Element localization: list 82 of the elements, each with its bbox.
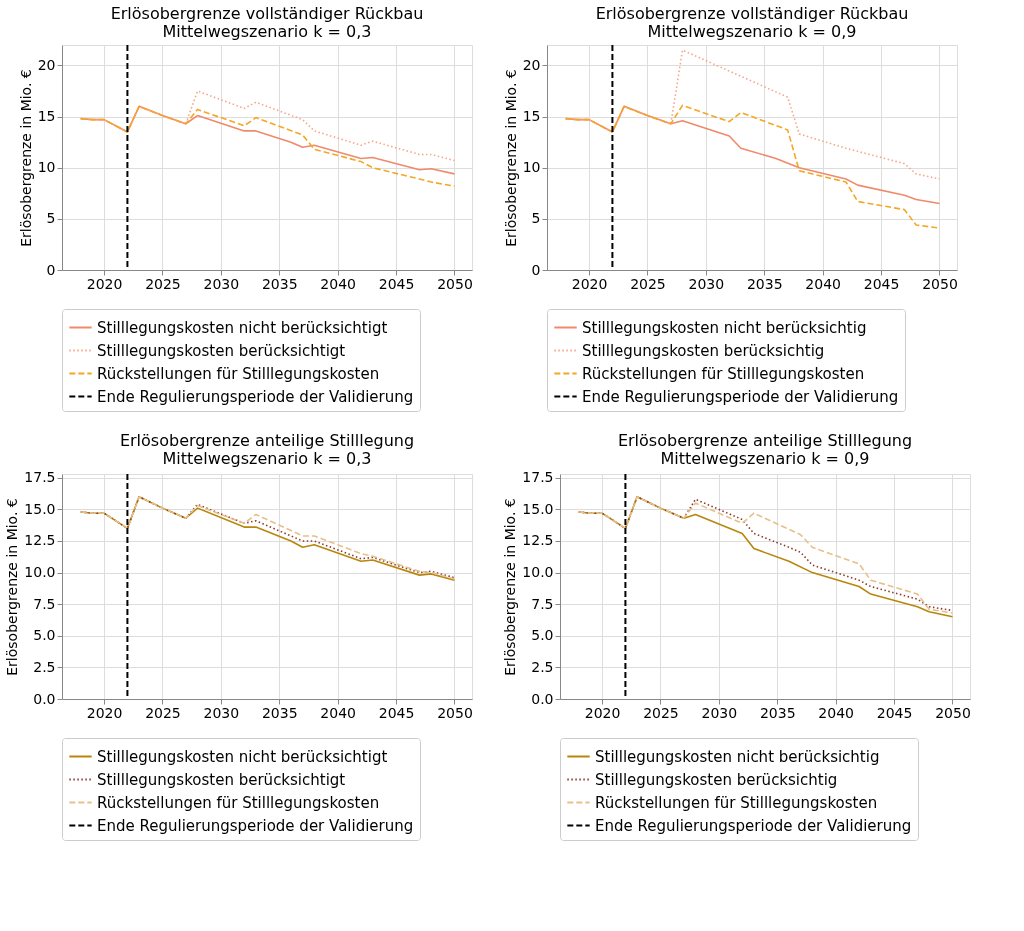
legend-label: Stilllegungskosten nicht berücksichtig <box>582 318 867 337</box>
legend-label: Ende Regulierungsperiode der Validierung <box>595 816 912 835</box>
legend-label: Ende Regulierungsperiode der Validierung <box>582 387 899 406</box>
x-tick-label: 2035 <box>261 704 298 721</box>
x-tick-label: 2020 <box>584 704 621 721</box>
x-tick-label: 2035 <box>759 704 796 721</box>
x-tick-label: 2050 <box>922 275 958 292</box>
y-tick-label: 5 <box>531 210 541 227</box>
y-axis-title: Erlösobergrenze in Mio. € <box>4 498 21 676</box>
legend-label: Ende Regulierungsperiode der Validierung <box>97 816 414 835</box>
y-tick-label: 20 <box>522 56 541 73</box>
y-tick-label: 5.0 <box>33 627 56 644</box>
x-tick-label: 2035 <box>746 275 783 292</box>
y-tick-label: 5 <box>46 210 56 227</box>
y-tick-label: 15.0 <box>522 500 554 517</box>
chart-subtitle: Mittelwegszenario k = 0,3 <box>162 448 372 468</box>
x-tick-label: 2025 <box>145 704 181 721</box>
x-tick-label: 2020 <box>86 704 123 721</box>
y-tick-label: 0 <box>46 261 56 278</box>
y-tick-label: 10 <box>522 159 541 176</box>
chart-title: Erlösobergrenze vollständiger Rückbau <box>595 4 909 23</box>
y-tick-label: 10.0 <box>522 564 554 581</box>
x-tick-label: 2025 <box>630 275 666 292</box>
chart-subtitle: Mittelwegszenario k = 0,3 <box>162 22 372 41</box>
legend-label: Stilllegungskosten berücksichtigt <box>97 770 346 789</box>
x-tick-label: 2030 <box>203 275 240 292</box>
x-tick-label: 2030 <box>203 704 240 721</box>
y-tick-label: 2.5 <box>531 658 554 675</box>
y-tick-label: 20 <box>37 56 56 73</box>
x-tick-label: 2035 <box>261 275 298 292</box>
x-tick-label: 2040 <box>320 704 356 721</box>
x-tick-label: 2045 <box>378 704 415 721</box>
x-tick-label: 2050 <box>935 704 971 721</box>
y-tick-label: 17.5 <box>24 469 56 486</box>
y-tick-label: 12.5 <box>522 532 554 549</box>
x-tick-label: 2050 <box>437 275 473 292</box>
legend-label: Stilllegungskosten nicht berücksichtigt <box>97 747 388 766</box>
chart-subtitle: Mittelwegszenario k = 0,9 <box>660 448 870 468</box>
x-tick-label: 2040 <box>818 704 854 721</box>
y-tick-label: 0.0 <box>33 690 56 707</box>
y-tick-label: 10 <box>37 159 56 176</box>
y-tick-label: 0 <box>531 261 541 278</box>
y-tick-label: 15 <box>522 108 541 125</box>
x-tick-label: 2040 <box>805 275 841 292</box>
x-tick-label: 2045 <box>876 704 913 721</box>
legend-label: Ende Regulierungsperiode der Validierung <box>97 387 414 406</box>
chart-title: Erlösobergrenze anteilige Stilllegung <box>617 430 913 450</box>
y-tick-label: 2.5 <box>33 658 56 675</box>
legend-label: Rückstellungen für Stilllegungskosten <box>97 793 380 812</box>
y-tick-label: 17.5 <box>522 469 554 486</box>
legend-label: Stilllegungskosten berücksichtig <box>595 770 838 789</box>
x-tick-label: 2040 <box>320 275 356 292</box>
y-axis-title: Erlösobergrenze in Mio. € <box>502 498 519 676</box>
legend-label: Stilllegungskosten berücksichtig <box>582 341 825 360</box>
y-tick-label: 0.0 <box>531 690 554 707</box>
chart-title: Erlösobergrenze vollständiger Rückbau <box>110 4 424 23</box>
x-tick-label: 2025 <box>145 275 181 292</box>
y-tick-label: 10.0 <box>24 564 56 581</box>
x-tick-label: 2030 <box>688 275 725 292</box>
legend-label: Rückstellungen für Stilllegungskosten <box>97 364 380 383</box>
x-tick-label: 2030 <box>701 704 738 721</box>
y-tick-label: 7.5 <box>531 595 554 612</box>
x-tick-label: 2050 <box>437 704 473 721</box>
y-tick-label: 7.5 <box>33 595 56 612</box>
x-tick-label: 2045 <box>863 275 900 292</box>
chart-title: Erlösobergrenze anteilige Stilllegung <box>119 430 415 450</box>
y-tick-label: 15 <box>37 108 56 125</box>
legend-label: Rückstellungen für Stilllegungskosten <box>582 364 865 383</box>
chart-subtitle: Mittelwegszenario k = 0,9 <box>647 22 857 41</box>
legend-label: Stilllegungskosten nicht berücksichtig <box>595 747 880 766</box>
y-axis-title: Erlösobergrenze in Mio. € <box>502 69 519 247</box>
x-tick-label: 2020 <box>571 275 608 292</box>
y-tick-label: 12.5 <box>24 532 56 549</box>
x-tick-label: 2045 <box>378 275 415 292</box>
legend-label: Rückstellungen für Stilllegungskosten <box>595 793 878 812</box>
y-axis-title: Erlösobergrenze in Mio. € <box>17 69 34 247</box>
x-tick-label: 2020 <box>86 275 123 292</box>
y-tick-label: 5.0 <box>531 627 554 644</box>
y-tick-label: 15.0 <box>24 500 56 517</box>
legend-label: Stilllegungskosten nicht berücksichtigt <box>97 318 388 337</box>
x-tick-label: 2025 <box>643 704 679 721</box>
legend-label: Stilllegungskosten berücksichtigt <box>97 341 346 360</box>
